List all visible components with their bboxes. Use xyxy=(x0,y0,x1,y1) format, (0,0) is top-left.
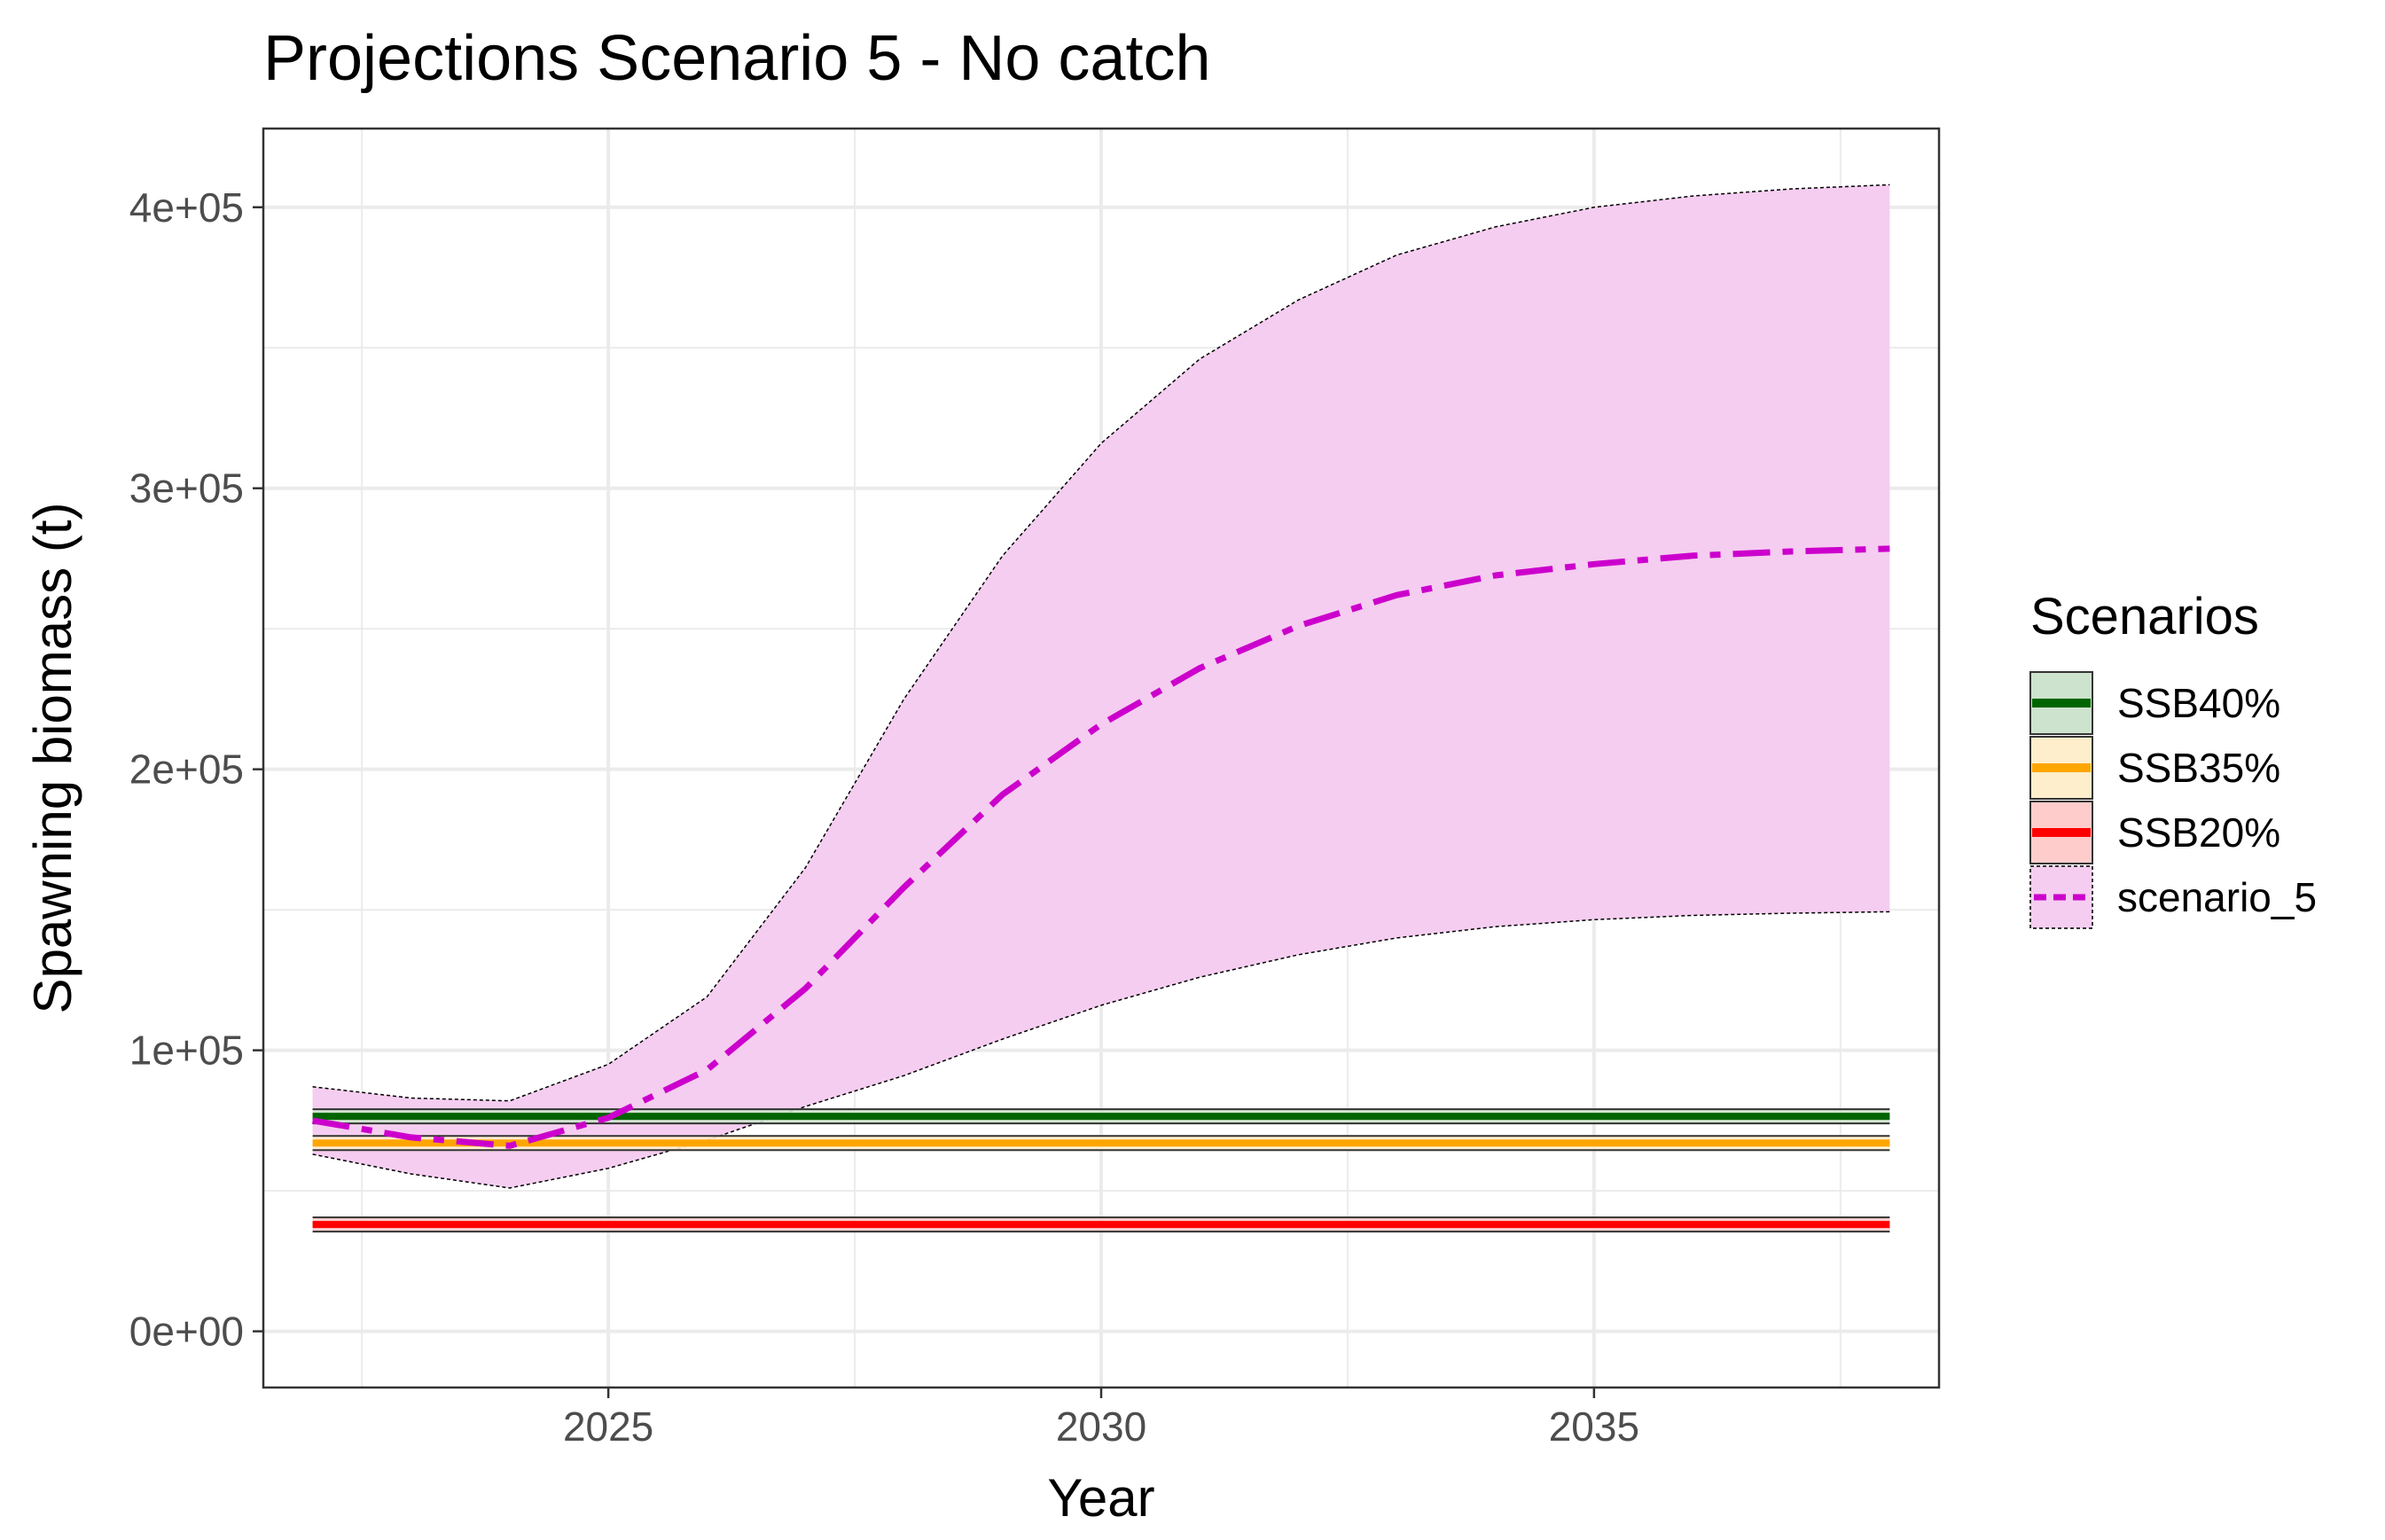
legend: Scenarios SSB40% SSB35% SSB20% scenario_5 xyxy=(2029,588,2317,929)
y-tick-label: 1e+05 xyxy=(129,1028,244,1074)
ribbon-upper-bound xyxy=(312,184,1890,1102)
scenario-5-confidence-ribbon xyxy=(312,184,1890,1188)
chart-title: Projections Scenario 5 - No catch xyxy=(263,23,1211,94)
legend-label: scenario_5 xyxy=(2117,874,2317,920)
ribbon-lower-bound xyxy=(312,911,1890,1189)
reference-lines-layer xyxy=(312,1108,1890,1233)
y-tick-label: 4e+05 xyxy=(129,184,244,231)
x-tick-label: 2030 xyxy=(1056,1403,1146,1450)
x-axis: 2025 2030 2035 xyxy=(563,1388,1639,1450)
plot-panel xyxy=(262,127,1941,1389)
y-axis: 0e+00 1e+05 2e+05 3e+05 4e+05 xyxy=(129,184,263,1355)
x-tick-label: 2035 xyxy=(1549,1403,1639,1450)
y-tick-label: 2e+05 xyxy=(129,747,244,793)
legend-item-ssb20: SSB20% xyxy=(2029,801,2280,864)
confidence-ribbon-layer xyxy=(312,184,1890,1189)
legend-title: Scenarios xyxy=(2030,588,2259,645)
y-axis-title: Spawning biomass (t) xyxy=(23,503,82,1014)
legend-item-ssb40: SSB40% xyxy=(2029,671,2280,735)
x-axis-title: Year xyxy=(1047,1468,1154,1528)
legend-item-ssb35: SSB35% xyxy=(2029,736,2280,800)
legend-item-scenario-5: scenario_5 xyxy=(2029,865,2317,929)
legend-label: SSB20% xyxy=(2117,809,2280,856)
x-tick-label: 2025 xyxy=(563,1403,653,1450)
y-tick-label: 3e+05 xyxy=(129,465,244,512)
y-tick-label: 0e+00 xyxy=(129,1309,244,1355)
legend-label: SSB35% xyxy=(2117,745,2280,791)
legend-label: SSB40% xyxy=(2117,680,2280,726)
